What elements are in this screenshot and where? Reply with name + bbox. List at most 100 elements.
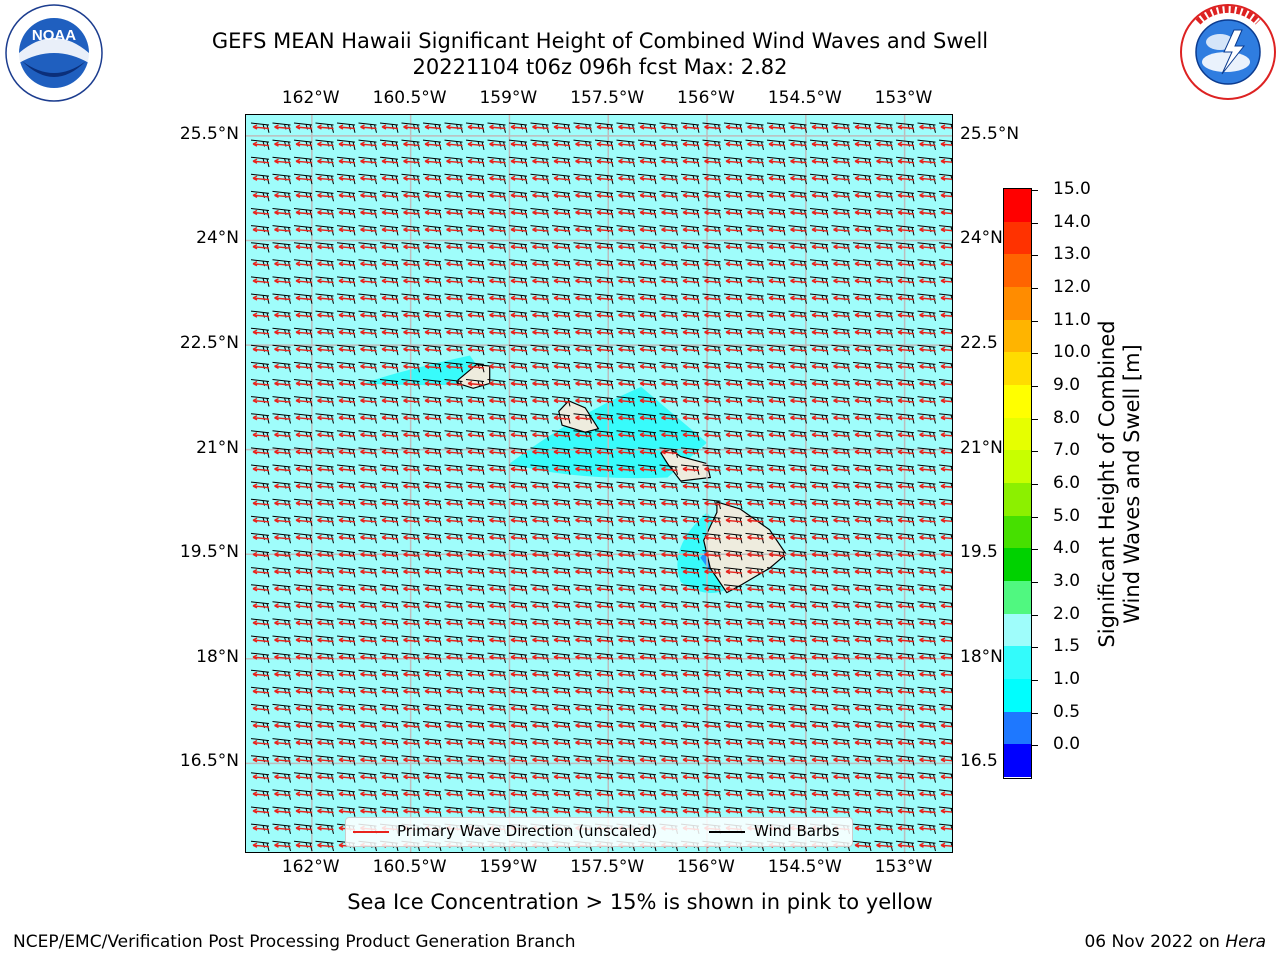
wave-direction-arrow <box>682 568 700 575</box>
wave-direction-arrow <box>790 620 807 626</box>
wave-direction-arrow <box>940 671 952 677</box>
wave-direction-arrow <box>940 825 952 831</box>
wave-direction-arrow <box>360 654 377 660</box>
wave-direction-arrow <box>532 363 549 370</box>
wave-direction-arrow <box>854 329 872 335</box>
wave-direction-arrow <box>252 244 270 250</box>
wave-direction-arrow <box>317 603 334 609</box>
colorbar-tick-label: 10.0 <box>1053 342 1091 363</box>
wave-direction-arrow <box>381 500 399 506</box>
wave-direction-arrow <box>446 329 463 335</box>
wave-direction-arrow <box>790 739 807 746</box>
wave-direction-arrow <box>682 244 700 250</box>
wave-direction-arrow <box>704 312 721 318</box>
wave-direction-arrow <box>510 278 528 284</box>
wave-direction-arrow <box>682 466 700 472</box>
wind-barb <box>938 379 952 386</box>
wave-direction-arrow <box>489 397 506 404</box>
wave-direction-arrow <box>381 568 399 575</box>
wave-direction-arrow <box>919 295 936 301</box>
wave-direction-arrow <box>639 586 657 592</box>
wave-direction-arrow <box>381 671 399 677</box>
wave-direction-arrow <box>360 244 377 250</box>
wave-direction-arrow <box>575 620 592 626</box>
wave-direction-arrow <box>940 722 952 729</box>
wave-direction-arrow <box>403 124 420 130</box>
colorbar-tick-label: 7.0 <box>1053 440 1081 461</box>
wave-direction-arrow <box>489 517 506 523</box>
wave-direction-arrow <box>790 124 807 130</box>
wave-direction-arrow <box>467 705 485 712</box>
wave-direction-arrow <box>919 534 936 541</box>
wave-direction-arrow <box>575 688 592 694</box>
wave-direction-arrow <box>833 415 850 421</box>
wave-direction-arrow <box>639 774 657 780</box>
wave-direction-arrow <box>768 705 786 712</box>
colorbar-tickmark <box>1032 647 1038 649</box>
colorbar-segment <box>1004 581 1031 615</box>
wave-direction-arrow <box>897 415 915 421</box>
wave-direction-arrow <box>682 774 700 780</box>
wave-direction-arrow <box>252 774 270 780</box>
wave-direction-arrow <box>424 739 442 746</box>
wave-direction-arrow <box>833 278 850 284</box>
wave-direction-arrow <box>940 842 952 848</box>
wave-direction-arrow <box>661 175 678 181</box>
wave-direction-arrow <box>725 757 743 763</box>
lat-label-right: 22.5 <box>960 333 998 354</box>
wave-direction-arrow <box>274 346 291 352</box>
wave-direction-arrow <box>510 774 528 780</box>
wave-direction-arrow <box>811 688 829 694</box>
wave-direction-arrow <box>596 141 614 147</box>
wave-direction-arrow <box>790 380 807 387</box>
wave-direction-arrow <box>768 603 786 609</box>
chart-title: GEFS MEAN Hawaii Significant Height of C… <box>211 29 989 53</box>
wave-direction-arrow <box>811 722 829 729</box>
wave-direction-arrow <box>338 671 356 677</box>
wave-direction-arrow <box>661 124 678 130</box>
wave-direction-arrow <box>833 175 850 181</box>
wave-direction-arrow <box>381 141 399 147</box>
wave-direction-arrow <box>575 397 592 404</box>
wave-direction-arrow <box>639 808 657 814</box>
wave-direction-arrow <box>618 226 635 233</box>
wave-direction-arrow <box>467 534 485 541</box>
wave-direction-arrow <box>790 449 807 455</box>
wave-direction-arrow <box>919 124 936 130</box>
wave-direction-arrow <box>854 688 872 694</box>
wave-direction-arrow <box>618 568 635 575</box>
wave-direction-arrow <box>274 620 291 626</box>
wave-direction-arrow <box>360 415 377 421</box>
wave-direction-arrow <box>446 568 463 575</box>
wave-direction-arrow <box>360 791 377 797</box>
wave-direction-arrow <box>252 722 270 729</box>
wave-direction-arrow <box>575 261 592 267</box>
wind-barb <box>938 584 952 592</box>
wave-direction-arrow <box>360 568 377 575</box>
wave-direction-arrow <box>360 192 377 199</box>
wave-direction-arrow <box>295 261 313 267</box>
wind-barb <box>938 635 952 643</box>
wave-direction-arrow <box>596 158 614 164</box>
wave-direction-arrow <box>725 329 743 335</box>
wave-direction-arrow <box>424 774 442 780</box>
wave-direction-arrow <box>295 825 313 831</box>
wave-direction-arrow <box>682 705 700 712</box>
wave-direction-arrow <box>876 329 893 335</box>
wave-direction-arrow <box>704 380 721 387</box>
wave-direction-arrow <box>467 791 485 797</box>
wave-direction-arrow <box>510 397 528 404</box>
wave-direction-arrow <box>704 244 721 250</box>
wave-direction-arrow <box>403 688 420 694</box>
wave-direction-arrow <box>596 568 614 575</box>
wave-direction-arrow <box>747 329 764 335</box>
wave-direction-arrow <box>919 397 936 404</box>
wave-direction-arrow <box>876 278 893 284</box>
wave-direction-arrow <box>381 483 399 489</box>
wave-direction-arrow <box>811 705 829 712</box>
wave-direction-arrow <box>489 722 506 729</box>
wave-direction-arrow <box>360 124 377 130</box>
wave-direction-arrow <box>725 568 743 575</box>
wave-direction-arrow <box>661 808 678 814</box>
wave-direction-arrow <box>811 603 829 609</box>
